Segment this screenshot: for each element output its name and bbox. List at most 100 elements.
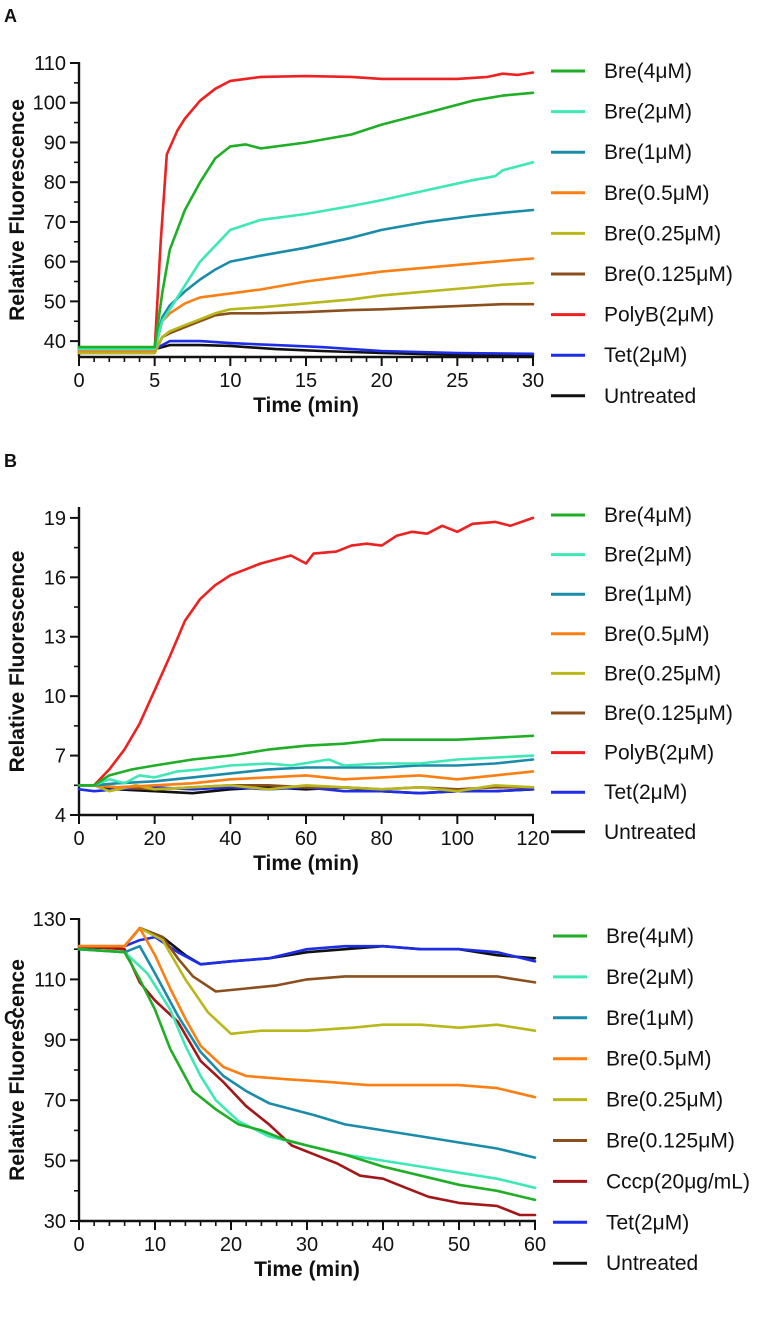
y-tick-label: 90 [44,1030,66,1052]
x-tick-label: 20 [371,370,393,392]
y-tick-label: 30 [44,1211,66,1233]
legend-label: Untreated [604,385,696,408]
legend: Bre(4μM) Bre(2μM) Bre(1μM) Bre(0.5μM) Bre(0.… [551,60,733,408]
x-tick-label: 10 [219,370,241,392]
legend-label: Tet(2μM) [604,344,687,367]
y-tick-label: 4 [55,805,66,827]
series-line-bre-4-m [77,734,535,787]
y-tick-label: 10 [44,686,66,708]
legend-label: Bre(2μM) [604,544,692,567]
legend-label: Bre(0.5μM) [604,182,709,205]
y-axis-title: Relative Fluorescence [6,551,29,773]
legend: Bre(4μM) Bre(2μM) Bre(1μM) Bre(0.5μM) Bre(0.… [551,504,733,844]
series-line-bre-1-m [77,944,537,1159]
series-line-bre-2-m [77,754,535,787]
series-line-bre-4-m [77,947,537,1202]
legend-label: PolyB(2μM) [604,742,714,765]
legend-label: Cccp(20μg/mL) [606,1170,750,1193]
series-line-untreated [77,343,535,358]
x-tick-label: 20 [220,1234,242,1256]
legend-label: Bre(4μM) [604,60,692,83]
x-tick-label: 50 [448,1234,470,1256]
legend-label: Tet(2μM) [604,781,687,804]
y-tick-label: 70 [44,212,66,234]
legend-label: Bre(2μM) [604,101,692,124]
panel-b: B 0 20 40 60 80 100 120 4 7 10 13 16 19 Time (min) Rela… [4,451,733,875]
x-tick-label: 15 [295,370,317,392]
x-tick-label: 80 [371,828,393,850]
y-tick-label: 60 [44,252,66,274]
legend-label: Bre(4μM) [604,504,692,527]
y-axis-title: Relative Fluorescence [6,99,29,321]
series-line-bre-0-25-m [77,784,535,793]
legend-label: Bre(2μM) [606,966,694,989]
series-line-bre-0-25-m [77,926,537,1036]
x-axis-title: Time (min) [254,1258,360,1281]
legend: Bre(4μM) Bre(2μM) Bre(1μM) Bre(0.5μM) Bre(0.… [553,925,750,1275]
legend-label: Bre(0.25μM) [606,1089,723,1112]
series-line-bre-0-5-m [77,926,537,1099]
series-line-polyb-2-m [77,516,535,787]
x-tick-label: 0 [73,828,84,850]
series-line-cccp-20-g-ml [77,944,537,1217]
legend-label: Bre(0.5μM) [604,623,709,646]
series-lines [77,516,535,795]
x-tick-label: 100 [441,828,474,850]
legend-label: Bre(1μM) [606,1007,694,1030]
series-line-bre-0-125-m [77,926,537,993]
legend-label: Untreated [604,821,696,844]
legend-label: Bre(0.25μM) [604,662,721,685]
legend-label: Untreated [606,1252,698,1275]
series-lines [77,71,535,358]
legend-label: Bre(0.5μM) [606,1048,711,1071]
x-axis-title: Time (min) [253,852,359,875]
x-tick-label: 40 [372,1234,394,1256]
x-axis-title: Time (min) [253,394,359,417]
y-tick-label: 80 [44,172,66,194]
y-tick-label: 13 [44,627,66,649]
x-tick-label: 5 [149,370,160,392]
panel-a: A 0 5 10 15 20 25 30 40 50 60 70 80 90 100 110 Time (min… [4,6,733,417]
y-tick-label: 50 [44,1151,66,1173]
legend-label: Bre(0.25μM) [604,222,721,245]
x-tick-label: 20 [144,828,166,850]
y-axis-title: Relative Fluorescence [6,959,29,1181]
legend-label: Tet(2μM) [606,1211,689,1234]
legend-label: Bre(0.125μM) [604,263,733,286]
y-tick-label: 19 [44,508,66,530]
x-tick-label: 25 [446,370,468,392]
x-tick-label: 30 [296,1234,318,1256]
legend-label: Bre(0.125μM) [606,1130,735,1153]
legend-label: Bre(1μM) [604,583,692,606]
y-tick-label: 70 [44,1090,66,1112]
x-tick-label: 0 [73,1234,84,1256]
y-tick-label: 130 [33,909,66,931]
legend-label: Bre(4μM) [606,925,694,948]
series-lines [77,926,537,1217]
y-tick-label: 110 [34,969,66,991]
y-tick-label: 7 [55,746,66,768]
y-tick-label: 40 [44,331,66,353]
series-line-bre-1-m [77,208,535,351]
series-line-bre-0-25-m [77,281,535,355]
series-line-bre-4-m [77,91,535,349]
x-tick-label: 120 [516,828,549,850]
y-tick-label: 50 [44,291,66,313]
x-tick-label: 60 [524,1234,546,1256]
x-tick-label: 30 [522,370,544,392]
legend-label: Bre(0.125μM) [604,702,733,725]
series-line-tet-2-m [77,339,535,356]
panel-letter: A [4,6,17,26]
panel-letter: B [4,451,17,471]
panel-c: C 0 10 20 30 40 50 60 30 50 70 90 110 130 Time (min) Re… [4,909,750,1281]
legend-label: PolyB(2μM) [604,304,714,327]
x-tick-label: 60 [295,828,317,850]
x-tick-label: 40 [219,828,241,850]
panel-letter: C [4,1008,17,1028]
x-tick-label: 0 [73,370,84,392]
series-line-bre-0-5-m [77,770,535,789]
x-tick-label: 10 [144,1234,166,1256]
series-line-bre-2-m [77,161,535,351]
y-tick-label: 16 [44,567,66,589]
